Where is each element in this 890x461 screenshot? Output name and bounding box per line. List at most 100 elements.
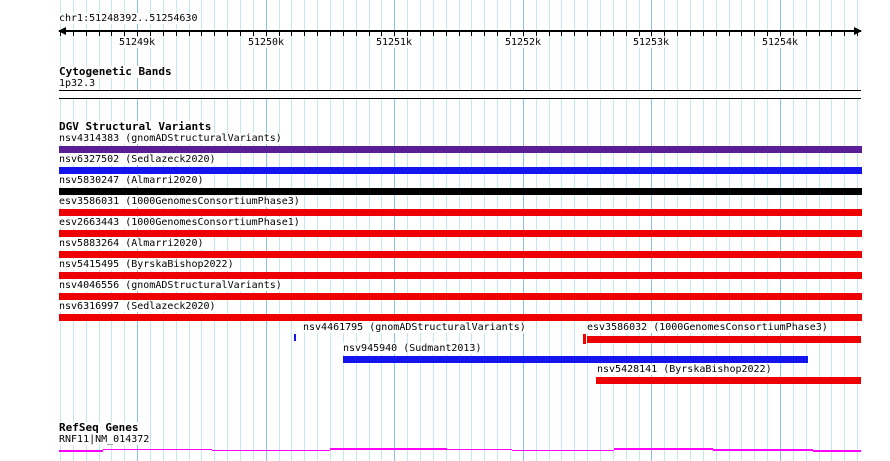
cytogenetic-bands-title: Cytogenetic Bands bbox=[59, 65, 172, 78]
cytoband-track bbox=[59, 90, 861, 99]
ruler-tick bbox=[548, 31, 550, 37]
gene-line-segment[interactable] bbox=[614, 448, 713, 450]
ruler-tick bbox=[792, 31, 794, 37]
ruler-tick bbox=[831, 31, 833, 37]
gene-line-segment[interactable] bbox=[212, 449, 330, 452]
variant-bar-nsv6327502[interactable] bbox=[59, 167, 862, 174]
ruler-tick bbox=[419, 31, 421, 37]
ruler-tick bbox=[407, 31, 409, 37]
ruler-tick bbox=[689, 31, 691, 37]
ruler-tick bbox=[471, 31, 473, 37]
axis-arrow-left-icon bbox=[58, 27, 66, 35]
ruler-tick bbox=[124, 31, 126, 37]
axis-arrow-right-icon bbox=[854, 27, 862, 35]
gene-line-segment[interactable] bbox=[59, 450, 103, 452]
variant-bar-esv2663443[interactable] bbox=[59, 230, 862, 237]
ruler-tick bbox=[484, 31, 486, 37]
ruler-tick bbox=[497, 31, 499, 37]
ruler-tick bbox=[394, 31, 396, 37]
ruler-tick bbox=[677, 31, 679, 37]
variant-label-nsv5883264: nsv5883264 (Almarri2020) bbox=[59, 238, 204, 249]
ruler-tick bbox=[111, 31, 113, 37]
variant-bar-nsv5428141[interactable] bbox=[596, 377, 861, 384]
ruler-tick bbox=[818, 31, 820, 37]
variant-bar-esv3586031[interactable] bbox=[59, 209, 862, 216]
variant-label-nsv4314383: nsv4314383 (gnomADStructuralVariants) bbox=[59, 133, 282, 144]
ruler-tick bbox=[805, 31, 807, 37]
gene-line-segment[interactable] bbox=[447, 448, 512, 451]
region-location-label: chr1:51248392..51254630 bbox=[59, 13, 198, 24]
variant-label-nsv6327502: nsv6327502 (Sedlazeck2020) bbox=[59, 154, 216, 165]
ruler-tick bbox=[85, 31, 87, 37]
ruler-tick bbox=[98, 31, 100, 37]
ruler-tick bbox=[587, 31, 589, 37]
ruler-tick bbox=[767, 31, 769, 37]
variant-bar-nsv4314383[interactable] bbox=[59, 146, 862, 153]
variant-label-esv3586031: esv3586031 (1000GenomesConsortiumPhase3) bbox=[59, 196, 300, 207]
ruler-tick bbox=[651, 31, 653, 37]
variant-label-nsv5830247: nsv5830247 (Almarri2020) bbox=[59, 175, 204, 186]
ruler-tick bbox=[317, 31, 319, 37]
ruler-tick bbox=[574, 31, 576, 37]
ruler-axis-line bbox=[59, 30, 861, 32]
variant-label-esv3586032: esv3586032 (1000GenomesConsortiumPhase3) bbox=[587, 322, 828, 333]
ruler-tick bbox=[458, 31, 460, 37]
dgv-structural-variants-title: DGV Structural Variants bbox=[59, 120, 212, 133]
ruler-tick bbox=[291, 31, 293, 37]
ruler-tick bbox=[779, 31, 781, 37]
ruler-tick-label: 51253k bbox=[627, 37, 675, 48]
ruler-tick bbox=[741, 31, 743, 37]
variant-label-nsv4046556: nsv4046556 (gnomADStructuralVariants) bbox=[59, 280, 282, 291]
ruler-tick bbox=[201, 31, 203, 37]
ruler-tick bbox=[137, 31, 139, 37]
variant-bar-nsv945940[interactable] bbox=[343, 356, 808, 363]
ruler-tick bbox=[252, 31, 254, 37]
ruler-tick bbox=[728, 31, 730, 37]
gene-line-segment[interactable] bbox=[330, 448, 447, 450]
variant-bar-nsv5830247[interactable] bbox=[59, 188, 862, 195]
ruler-tick bbox=[638, 31, 640, 37]
variant-bar-nsv4461795[interactable] bbox=[294, 334, 296, 341]
variant-label-nsv5428141: nsv5428141 (ByrskaBishop2022) bbox=[597, 364, 772, 375]
ruler-tick bbox=[368, 31, 370, 37]
ruler-tick bbox=[381, 31, 383, 37]
variant-bar-nsv4046556[interactable] bbox=[59, 293, 862, 300]
ruler-tick bbox=[342, 31, 344, 37]
variant-bar-esv3586032[interactable] bbox=[587, 336, 861, 343]
ruler-tick bbox=[445, 31, 447, 37]
ruler-tick bbox=[265, 31, 267, 37]
ruler-tick bbox=[535, 31, 537, 37]
ruler-tick bbox=[188, 31, 190, 37]
ruler-tick bbox=[162, 31, 164, 37]
ruler-tick-label: 51249k bbox=[113, 37, 161, 48]
variant-bar-nsv6316997[interactable] bbox=[59, 314, 862, 321]
gene-line-segment[interactable] bbox=[512, 449, 614, 452]
ruler-tick bbox=[612, 31, 614, 37]
ruler-tick bbox=[278, 31, 280, 37]
ruler-tick bbox=[561, 31, 563, 37]
ruler-tick bbox=[149, 31, 151, 37]
variant-bar-nsv5415495[interactable] bbox=[59, 272, 862, 279]
gene-line-segment[interactable] bbox=[713, 449, 813, 451]
ruler-tick-label: 51252k bbox=[499, 37, 547, 48]
ruler-tick bbox=[664, 31, 666, 37]
variant-bar-nsv5883264[interactable] bbox=[59, 251, 862, 258]
variant-start-tick-esv3586032[interactable] bbox=[583, 334, 586, 344]
ruler-tick bbox=[844, 31, 846, 37]
ruler-tick bbox=[509, 31, 511, 37]
refseq-gene-label: RNF11|NM_014372 bbox=[59, 434, 150, 445]
ruler-tick bbox=[599, 31, 601, 37]
refseq-genes-title: RefSeq Genes bbox=[59, 421, 139, 434]
variant-label-nsv6316997: nsv6316997 (Sedlazeck2020) bbox=[59, 301, 216, 312]
ruler-tick bbox=[625, 31, 627, 37]
ruler-tick bbox=[214, 31, 216, 37]
ruler-tick bbox=[72, 31, 74, 37]
ruler-tick bbox=[329, 31, 331, 37]
gene-line-segment[interactable] bbox=[103, 448, 212, 451]
gene-line-segment[interactable] bbox=[813, 450, 861, 452]
ruler-tick bbox=[715, 31, 717, 37]
variant-label-nsv945940: nsv945940 (Sudmant2013) bbox=[343, 343, 482, 354]
ruler-tick bbox=[702, 31, 704, 37]
ruler-tick-label: 51250k bbox=[242, 37, 290, 48]
